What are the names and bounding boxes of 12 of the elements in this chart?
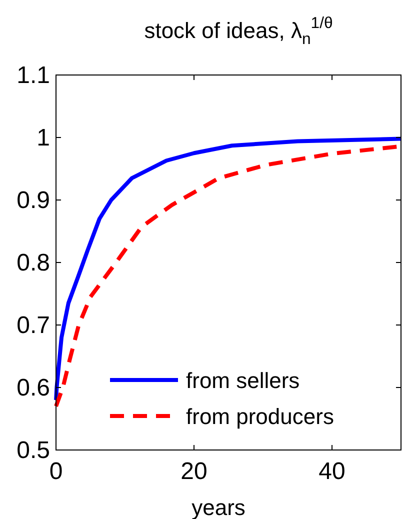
y-tick-label: 0.5 xyxy=(16,437,50,464)
y-tick-label: 1 xyxy=(36,124,50,152)
legend-label: from producers xyxy=(186,404,334,429)
x-tick-label: 0 xyxy=(49,458,63,485)
y-tick-label: 0.8 xyxy=(16,250,50,276)
x-tick-label: 20 xyxy=(180,458,208,485)
legend-label: from sellers xyxy=(186,368,300,393)
y-tick-label: 0.6 xyxy=(16,374,50,402)
y-tick-label: 0.7 xyxy=(16,312,50,339)
y-tick-label: 0.9 xyxy=(16,187,50,214)
x-tick-label: 40 xyxy=(318,458,346,485)
y-tick-label: 1.1 xyxy=(16,62,50,89)
